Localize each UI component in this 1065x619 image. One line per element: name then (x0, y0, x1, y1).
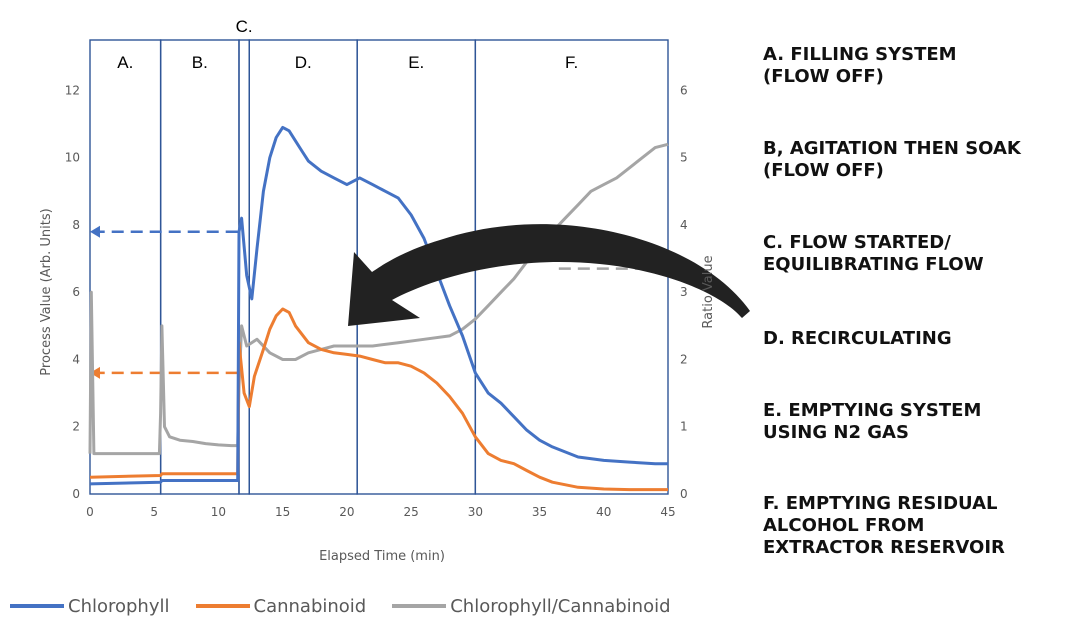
x-tick-label: 45 (660, 505, 675, 519)
x-axis-title: Elapsed Time (min) (319, 549, 445, 564)
y2-tick-label: 5 (680, 151, 688, 165)
x-tick-label: 30 (468, 505, 483, 519)
reference-arrow-cannabinoid-head (90, 366, 100, 379)
phase-label-a: A. (117, 53, 133, 72)
annotation-arrow (348, 224, 750, 326)
x-tick-label: 0 (86, 505, 94, 519)
series-line-chlorophyll (89, 125, 668, 486)
phase-label-f: F. (565, 53, 578, 72)
series-lines (88, 125, 669, 492)
legend-label-chlorophyll: Chlorophyll (68, 595, 170, 617)
phase-label-d: D. (295, 53, 312, 72)
x-tick-label: 25 (403, 505, 418, 519)
x-tick-label: 5 (150, 505, 158, 519)
legend: Chlorophyll Cannabinoid Chlorophyll/Cann… (10, 594, 697, 618)
y-axis-title: Process Value (Arb. Units) (39, 208, 54, 375)
process-chart: A. B.C.D. E. F. 0 5 10 15 20 25 30 35 40 45024681012… (39, 17, 750, 564)
y2-tick-label: 6 (680, 83, 688, 97)
legend-swatch-chlorophyll (10, 604, 64, 608)
note-c: C. FLOW STARTED/ EQUILIBRATING FLOW (763, 232, 984, 275)
y2-tick-label: 1 (680, 420, 688, 434)
legend-swatch-ratio (392, 604, 447, 608)
x-tick-label: 15 (275, 505, 290, 519)
y-tick-label: 10 (65, 151, 80, 165)
legend-label-cannabinoid: Cannabinoid (253, 595, 367, 617)
legend-label-ratio: Chlorophyll/Cannabinoid (450, 595, 671, 617)
legend-item-chlorophyll: Chlorophyll (10, 596, 170, 617)
y2-tick-label: 3 (680, 285, 688, 299)
reference-arrow-chlorophyll-head (90, 225, 100, 238)
legend-swatch-cannabinoid (195, 604, 250, 608)
phase-box-b (159, 39, 240, 495)
y-tick-label: 12 (65, 83, 80, 97)
legend-item-ratio: Chlorophyll/Cannabinoid (392, 595, 671, 617)
note-e: E. EMPTYING SYSTEM USING N2 GAS (763, 400, 982, 443)
phase-label-b: B. (192, 53, 208, 72)
note-b: B, AGITATION THEN SOAK (FLOW OFF) (763, 138, 1021, 181)
note-a: A. FILLING SYSTEM (FLOW OFF) (763, 44, 957, 87)
x-tick-label: 10 (211, 505, 226, 519)
phase-label-e: E. (408, 53, 424, 72)
phase-box-c (238, 39, 250, 495)
phase-box-d (248, 39, 358, 495)
phase-label-c: C. (236, 17, 253, 36)
y2-tick-label: 0 (680, 487, 688, 501)
y-tick-label: 6 (72, 285, 80, 299)
x-tick-label: 20 (339, 505, 354, 519)
series-line-cannabinoid (89, 307, 668, 492)
y-tick-label: 8 (72, 218, 80, 232)
x-tick-label: 40 (596, 505, 611, 519)
y2-tick-label: 2 (680, 352, 688, 366)
legend-item-cannabinoid: Cannabinoid (195, 595, 367, 617)
y2-axis-title: Ratio Value (701, 255, 716, 328)
series-line-chlorophyll-cannabinoid (88, 142, 669, 456)
y2-tick-label: 4 (680, 218, 688, 232)
y-tick-label: 2 (72, 420, 80, 434)
note-f: F. EMPTYING RESIDUAL ALCOHOL FROM EXTRAC… (763, 493, 1005, 558)
annotation-arrow-body (348, 224, 750, 326)
x-tick-label: 35 (532, 505, 547, 519)
note-d: D. RECIRCULATING (763, 328, 952, 349)
phase-box-a (89, 39, 162, 495)
y-tick-label: 4 (72, 352, 80, 366)
y-tick-label: 0 (72, 487, 80, 501)
